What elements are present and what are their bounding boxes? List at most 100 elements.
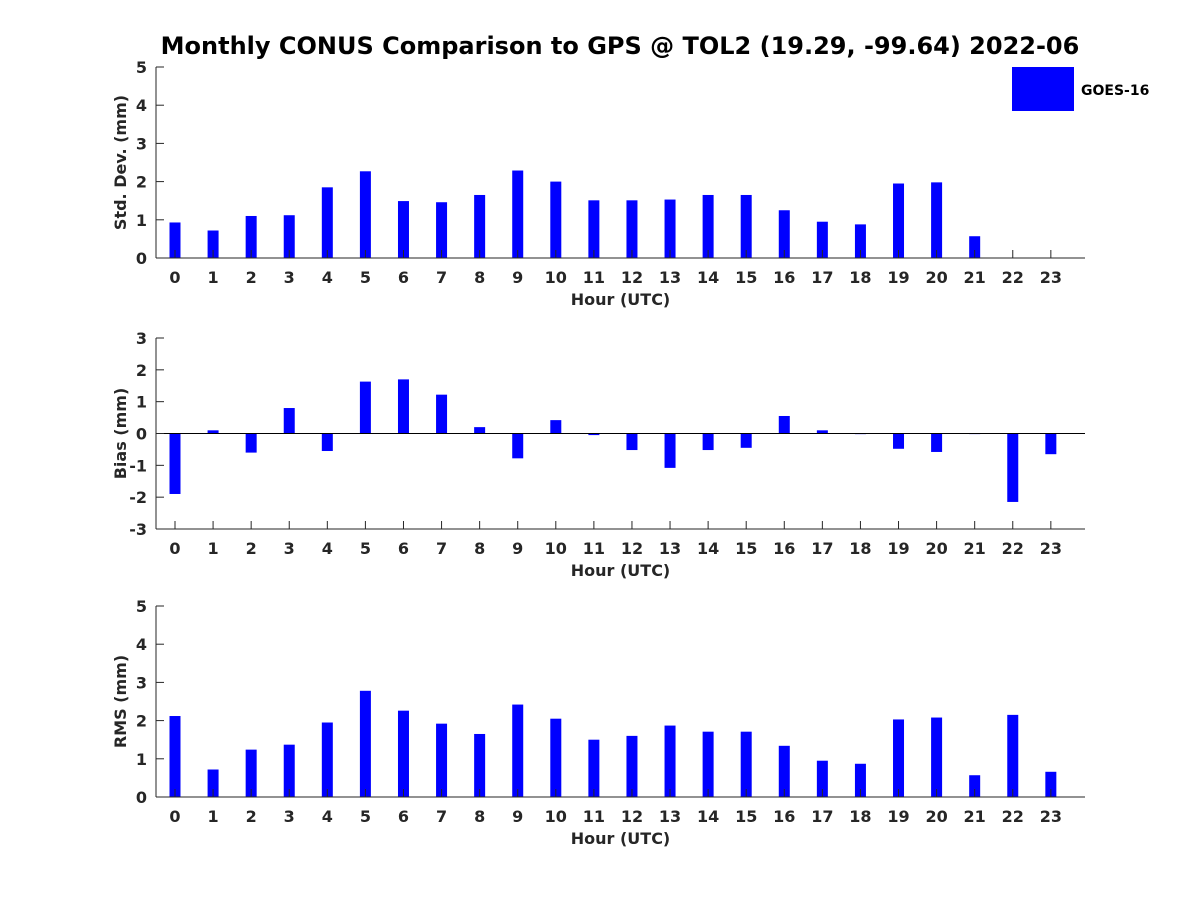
std-dev-x-tick-label: 4 [322,268,333,287]
std-dev-bar-hour-18 [854,224,866,258]
std-dev-bar-hour-19 [893,183,905,258]
bias-bar-hour-15 [740,433,752,448]
std-dev-x-tick-label: 1 [208,268,219,287]
bias-bar-hour-3 [283,408,295,434]
rms-x-tick-label: 17 [811,807,833,826]
bias-bar-hour-9 [512,433,524,459]
bias-bar-hour-6 [397,379,409,434]
rms-x-axis-label: Hour (UTC) [571,829,671,848]
rms-y-tick-label: 2 [136,712,147,731]
std-dev-bar-hour-9 [512,170,524,258]
bias-x-tick-label: 12 [621,539,643,558]
bias-x-tick-label: 20 [925,539,947,558]
bias-y-tick-label: 2 [136,361,147,380]
bias-x-tick-label: 14 [697,539,719,558]
bias-x-tick-label: 4 [322,539,333,558]
rms-x-tick-label: 8 [474,807,485,826]
bias-x-tick-label: 23 [1040,539,1062,558]
rms-x-tick-label: 20 [925,807,947,826]
bias-y-tick-label: 1 [136,393,147,412]
bias-x-tick-label: 0 [169,539,180,558]
std-dev-x-tick-label: 17 [811,268,833,287]
bias-y-axis-label: Bias (mm) [111,388,130,480]
rms-x-tick-label: 18 [849,807,871,826]
std-dev-x-tick-label: 5 [360,268,371,287]
std-dev-x-tick-label: 3 [284,268,295,287]
std-dev-bar-hour-16 [778,210,790,258]
std-dev-y-tick-label: 5 [136,58,147,77]
std-dev-bar-hour-10 [550,181,562,258]
rms-y-tick-label: 1 [136,750,147,769]
bias-bar-hour-12 [626,433,638,451]
bias-bar-hour-19 [893,433,905,449]
bias-bar-hour-23 [1045,433,1057,455]
rms-y-tick-label: 5 [136,597,147,616]
bias-bar-hour-4 [321,433,333,452]
std-dev-bar-hour-0 [169,222,181,258]
std-dev-y-axis-label: Std. Dev. (mm) [111,95,130,230]
rms-bar-hour-17 [816,760,828,797]
std-dev-x-tick-label: 2 [246,268,257,287]
chart-title: Monthly CONUS Comparison to GPS @ TOL2 (… [161,32,1080,60]
rms-bar-hour-8 [474,733,486,797]
bias-y-tick-label: 3 [136,329,147,348]
bias-bar-hour-14 [702,433,714,451]
rms-bar-hour-7 [436,723,448,797]
std-dev-bar-hour-6 [397,201,409,258]
rms-bar-hour-23 [1045,771,1057,797]
rms-bar-hour-11 [588,739,600,797]
rms-x-tick-label: 13 [659,807,681,826]
bias-x-tick-label: 6 [398,539,409,558]
rms-x-tick-label: 10 [545,807,567,826]
std-dev-bar-hour-1 [207,230,219,258]
bias-x-tick-label: 3 [284,539,295,558]
bias-bar-hour-20 [931,433,943,452]
rms-x-tick-label: 0 [169,807,180,826]
rms-bar-hour-13 [664,725,676,797]
rms-bar-hour-5 [359,690,371,797]
std-dev-x-tick-label: 11 [583,268,605,287]
std-dev-y-tick-label: 2 [136,173,147,192]
bias-bar-hour-13 [664,433,676,468]
std-dev-y-tick-label: 1 [136,211,147,230]
std-dev-x-axis-label: Hour (UTC) [571,290,671,309]
bias-bar-hour-0 [169,433,181,494]
std-dev-x-tick-label: 14 [697,268,719,287]
std-dev-y-tick-label: 0 [136,249,147,268]
bias-bar-hour-11 [588,433,600,436]
std-dev-y-tick-label: 3 [136,134,147,153]
bias-bar-hour-7 [436,394,448,434]
bias-x-tick-label: 18 [849,539,871,558]
legend-label-goes-16: GOES-16 [1081,83,1149,99]
std-dev-bar-hour-4 [321,187,333,258]
rms-bar-hour-9 [512,704,524,797]
std-dev-x-tick-label: 12 [621,268,643,287]
std-dev-bar-hour-13 [664,199,676,258]
bias-bar-hour-16 [778,415,790,434]
rms-bar-hour-3 [283,744,295,797]
rms-bar-hour-16 [778,745,790,797]
bias-x-tick-label: 8 [474,539,485,558]
bias-y-tick-label: -3 [129,520,147,539]
rms-bar-hour-4 [321,722,333,797]
rms-x-tick-label: 3 [284,807,295,826]
rms-bar-hour-19 [893,719,905,797]
std-dev-y-tick-label: 4 [136,96,147,115]
std-dev-bar-hour-2 [245,215,257,258]
rms-y-axis-label: RMS (mm) [111,655,130,748]
rms-x-tick-label: 2 [246,807,257,826]
bias-bar-hour-8 [474,427,486,434]
rms-x-tick-label: 1 [208,807,219,826]
rms-x-tick-label: 4 [322,807,333,826]
rms-x-tick-label: 12 [621,807,643,826]
std-dev-bar-hour-3 [283,215,295,258]
rms-bar-hour-1 [207,769,219,797]
rms-x-tick-label: 16 [773,807,795,826]
std-dev-bar-hour-7 [436,202,448,258]
bias-x-tick-label: 16 [773,539,795,558]
std-dev-bar-hour-5 [359,171,371,258]
bias-x-tick-label: 22 [1002,539,1024,558]
